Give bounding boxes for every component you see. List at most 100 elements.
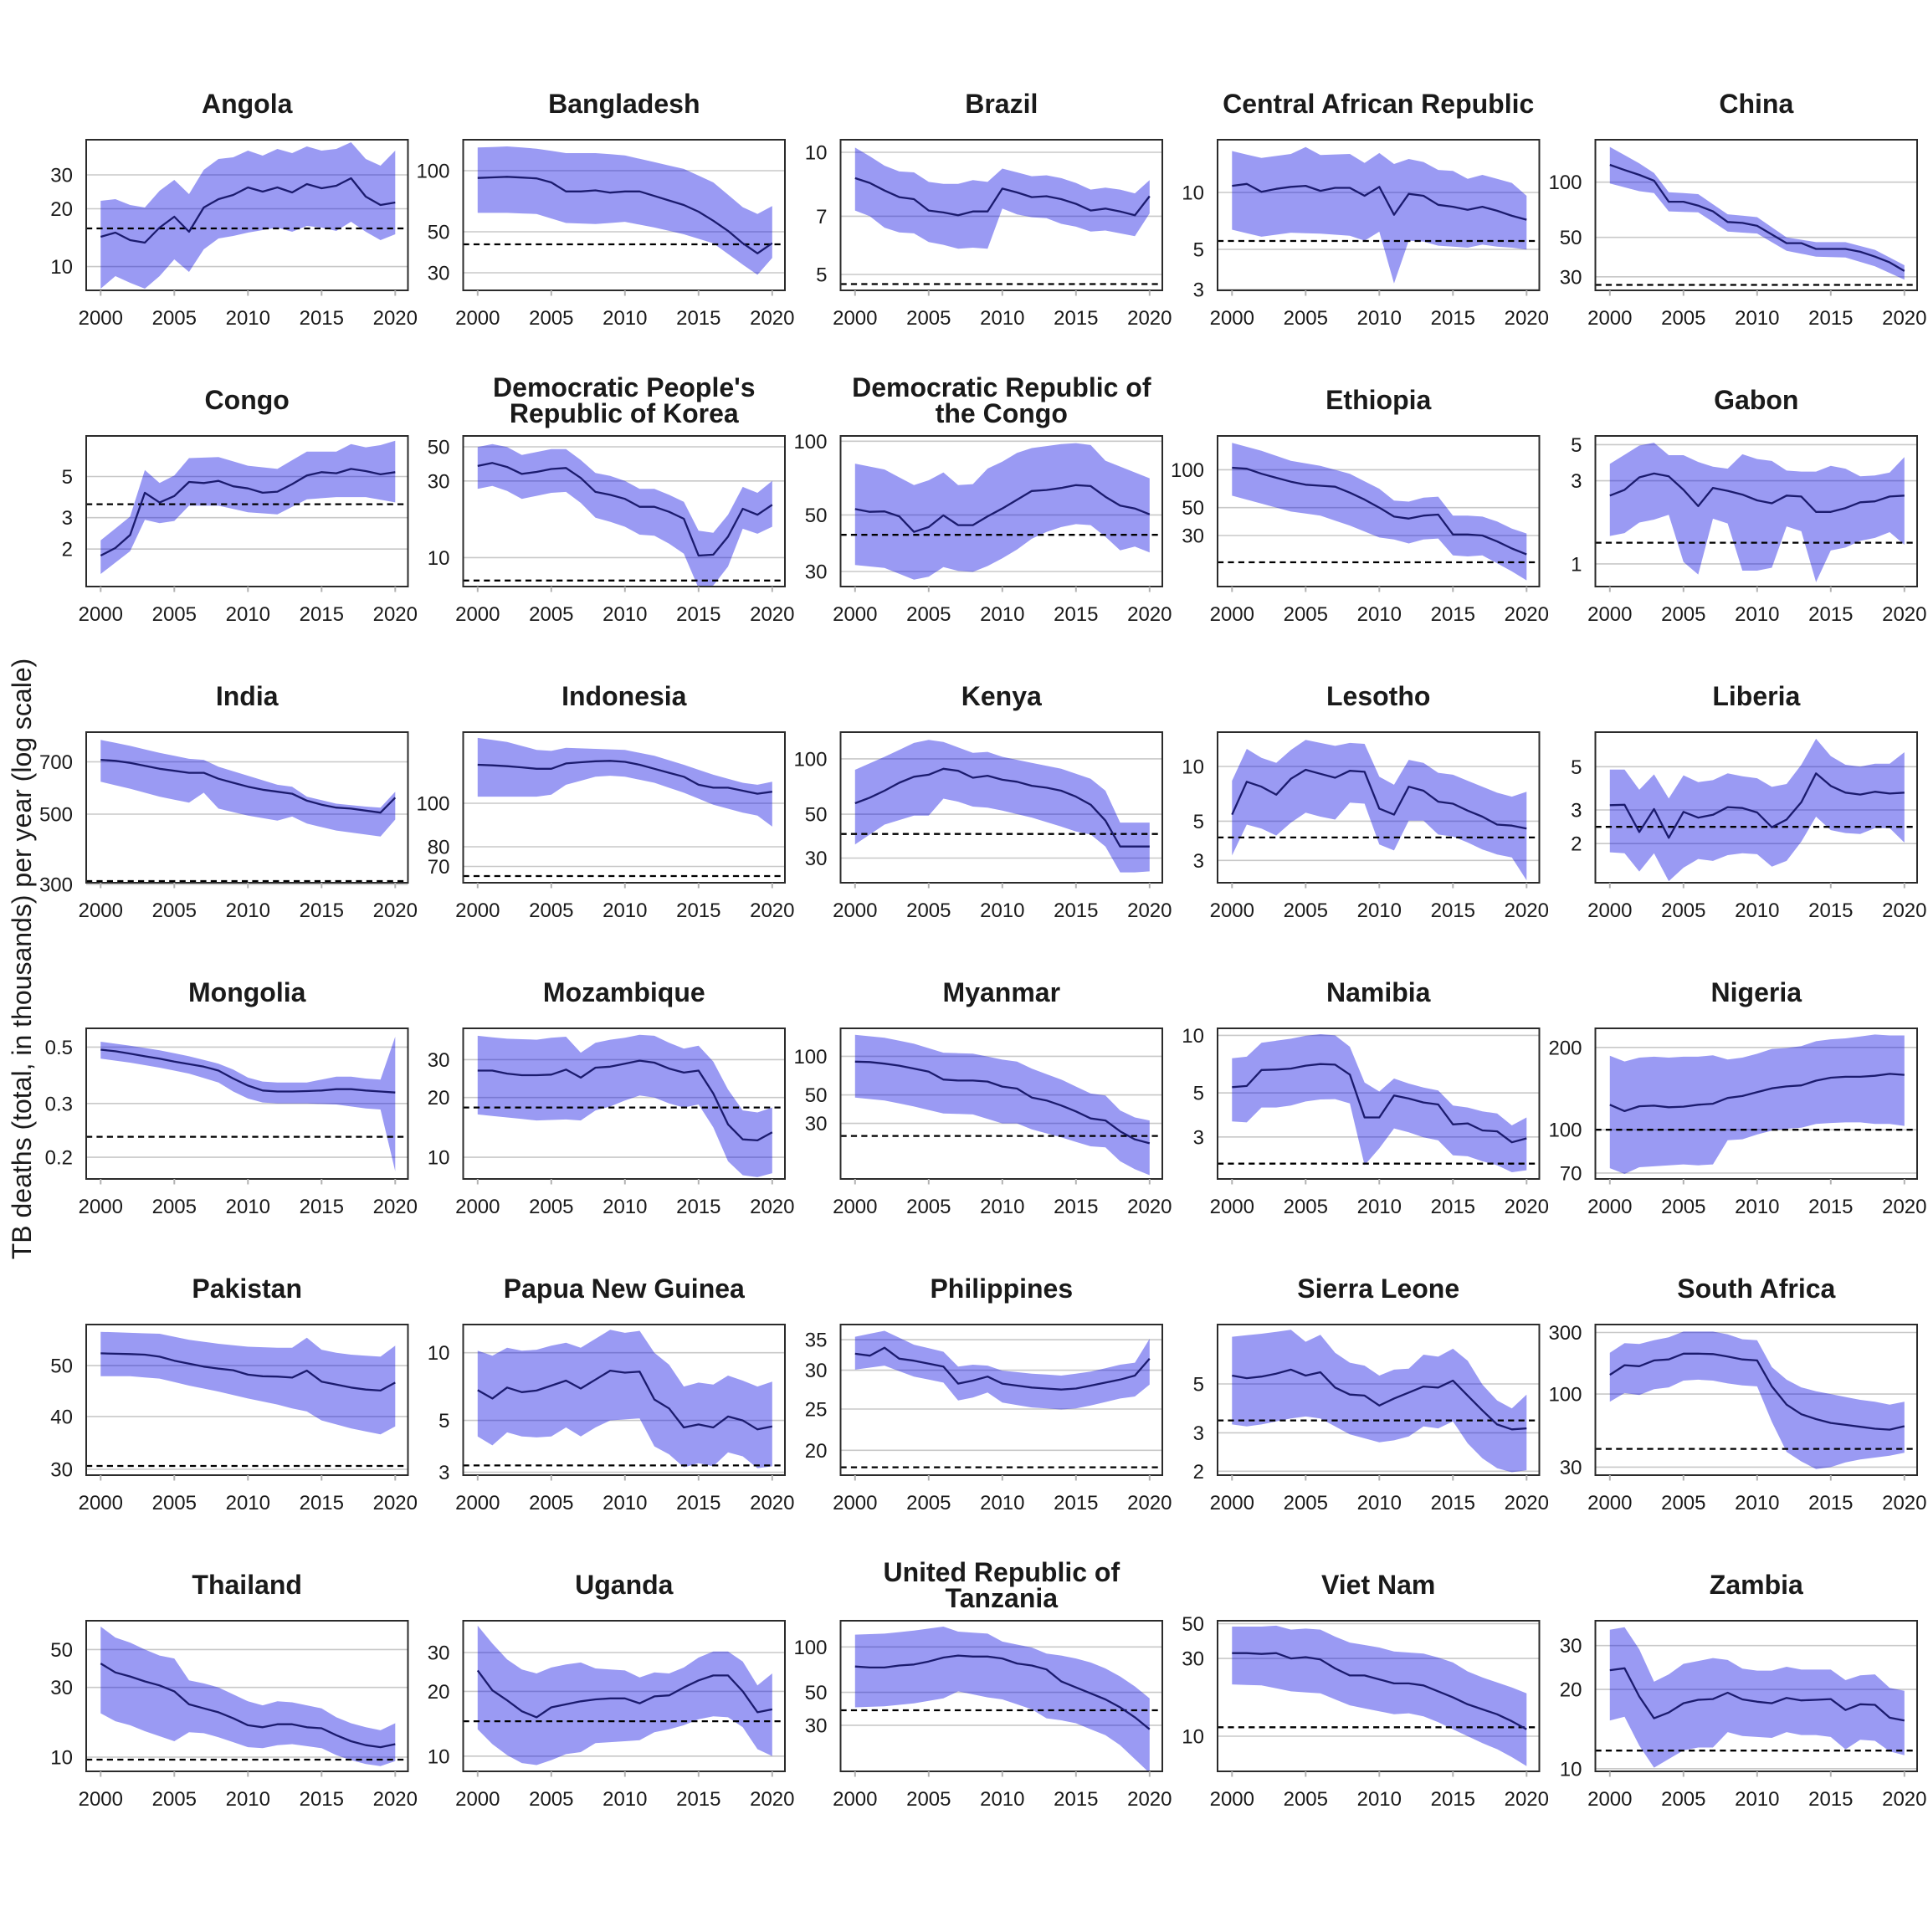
svg-text:Pakistan: Pakistan	[192, 1273, 302, 1304]
svg-text:50: 50	[1560, 227, 1582, 249]
svg-text:2015: 2015	[1054, 1492, 1098, 1514]
svg-text:2000: 2000	[79, 899, 123, 922]
svg-text:2000: 2000	[79, 1788, 123, 1811]
svg-text:30: 30	[805, 1714, 828, 1737]
svg-text:2010: 2010	[1357, 1492, 1402, 1514]
svg-text:2020: 2020	[1127, 1492, 1172, 1514]
svg-text:2015: 2015	[1808, 1196, 1853, 1218]
svg-text:30: 30	[805, 1360, 828, 1382]
svg-text:2010: 2010	[1357, 1196, 1402, 1218]
svg-text:2020: 2020	[750, 603, 794, 626]
svg-text:100: 100	[1548, 1384, 1582, 1407]
svg-text:5: 5	[438, 1410, 449, 1432]
svg-text:2015: 2015	[1054, 1196, 1098, 1218]
svg-text:2020: 2020	[1882, 1196, 1926, 1218]
svg-text:100: 100	[793, 1046, 827, 1068]
svg-text:2015: 2015	[1054, 1788, 1098, 1811]
svg-text:3: 3	[1193, 850, 1204, 873]
svg-text:2000: 2000	[833, 1196, 877, 1218]
svg-text:South Africa: South Africa	[1677, 1273, 1835, 1304]
svg-text:2015: 2015	[676, 1788, 720, 1811]
svg-text:2005: 2005	[906, 603, 951, 626]
svg-text:Mongolia: Mongolia	[188, 977, 306, 1007]
svg-text:2005: 2005	[1661, 1492, 1705, 1514]
svg-text:100: 100	[416, 161, 449, 183]
svg-text:5: 5	[1571, 434, 1582, 457]
svg-text:100: 100	[793, 748, 827, 771]
svg-text:2005: 2005	[1284, 1492, 1328, 1514]
svg-text:2015: 2015	[1431, 1196, 1475, 1218]
svg-text:the Congo: the Congo	[936, 398, 1068, 428]
svg-text:2000: 2000	[455, 1492, 500, 1514]
svg-text:2020: 2020	[1127, 1788, 1172, 1811]
svg-text:2010: 2010	[1735, 1788, 1779, 1811]
svg-text:2010: 2010	[980, 307, 1024, 330]
svg-text:20: 20	[428, 1681, 450, 1704]
svg-text:2000: 2000	[1210, 1196, 1254, 1218]
svg-text:100: 100	[1548, 1120, 1582, 1142]
svg-text:50: 50	[1182, 1613, 1204, 1636]
svg-text:2015: 2015	[1431, 1788, 1475, 1811]
svg-text:10: 10	[50, 256, 73, 279]
svg-text:2020: 2020	[750, 1788, 794, 1811]
svg-text:TB deaths (total, in thousands: TB deaths (total, in thousands) per year…	[7, 659, 37, 1260]
svg-text:2000: 2000	[833, 307, 877, 330]
svg-text:2015: 2015	[676, 899, 720, 922]
svg-text:30: 30	[1560, 1457, 1582, 1479]
svg-text:200: 200	[1548, 1037, 1582, 1059]
svg-text:2000: 2000	[455, 603, 500, 626]
svg-text:2010: 2010	[226, 307, 270, 330]
svg-text:50: 50	[1182, 497, 1204, 520]
svg-text:2020: 2020	[373, 307, 418, 330]
svg-text:30: 30	[50, 165, 73, 187]
svg-text:100: 100	[793, 1637, 827, 1659]
svg-text:2020: 2020	[373, 899, 418, 922]
svg-text:2005: 2005	[152, 1492, 197, 1514]
svg-text:100: 100	[793, 431, 827, 454]
svg-text:30: 30	[50, 1459, 73, 1482]
svg-text:2000: 2000	[1210, 899, 1254, 922]
svg-text:2005: 2005	[1661, 603, 1705, 626]
svg-text:35: 35	[805, 1330, 828, 1352]
svg-text:30: 30	[50, 1677, 73, 1699]
svg-text:2020: 2020	[1127, 603, 1172, 626]
svg-text:5: 5	[62, 466, 73, 489]
svg-text:3: 3	[1571, 800, 1582, 823]
svg-text:2005: 2005	[1284, 899, 1328, 922]
svg-text:5: 5	[1193, 1374, 1204, 1396]
svg-text:2020: 2020	[373, 1196, 418, 1218]
svg-text:Namibia: Namibia	[1326, 977, 1431, 1007]
svg-text:Liberia: Liberia	[1712, 681, 1800, 711]
svg-text:2010: 2010	[602, 899, 647, 922]
svg-text:2: 2	[1193, 1461, 1204, 1484]
svg-text:2015: 2015	[1808, 1492, 1853, 1514]
svg-text:2010: 2010	[1735, 1492, 1779, 1514]
svg-text:2005: 2005	[1284, 1196, 1328, 1218]
svg-text:2010: 2010	[1357, 307, 1402, 330]
svg-text:10: 10	[1560, 1758, 1582, 1781]
svg-text:2000: 2000	[79, 307, 123, 330]
svg-text:2005: 2005	[906, 1788, 951, 1811]
svg-text:2015: 2015	[676, 307, 720, 330]
svg-text:0.5: 0.5	[45, 1037, 73, 1059]
svg-text:2010: 2010	[1735, 307, 1779, 330]
svg-text:Tanzania: Tanzania	[946, 1583, 1059, 1613]
svg-text:50: 50	[50, 1639, 73, 1662]
svg-text:2010: 2010	[602, 307, 647, 330]
svg-text:3: 3	[62, 507, 73, 530]
svg-text:2010: 2010	[602, 603, 647, 626]
svg-text:2020: 2020	[1127, 307, 1172, 330]
svg-text:Uganda: Uganda	[575, 1570, 674, 1600]
svg-text:2000: 2000	[833, 1788, 877, 1811]
svg-text:Democratic Republic of: Democratic Republic of	[852, 372, 1151, 402]
svg-text:2020: 2020	[1505, 1492, 1549, 1514]
svg-text:2000: 2000	[455, 307, 500, 330]
svg-text:2000: 2000	[1210, 603, 1254, 626]
svg-text:Zambia: Zambia	[1710, 1570, 1803, 1600]
svg-text:20: 20	[50, 198, 73, 221]
svg-text:2000: 2000	[1587, 307, 1632, 330]
svg-text:2015: 2015	[676, 1196, 720, 1218]
svg-text:10: 10	[428, 1147, 450, 1170]
svg-text:10: 10	[1182, 182, 1204, 205]
svg-text:2005: 2005	[906, 899, 951, 922]
